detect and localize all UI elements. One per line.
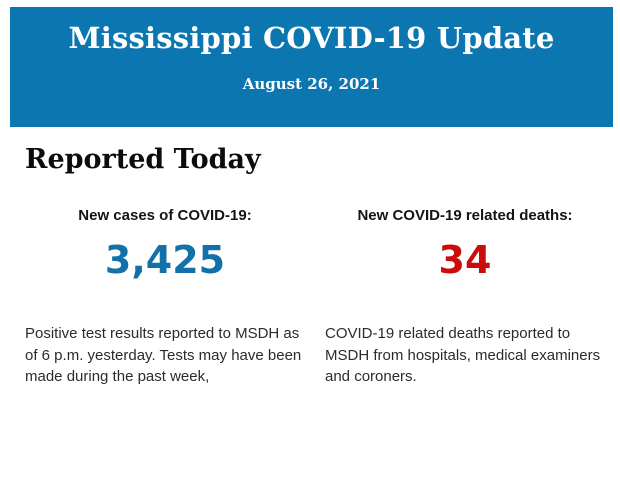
stat-value: 34 bbox=[438, 238, 492, 282]
stats-row: New cases of COVID-19: 3,425 Positive te… bbox=[25, 207, 605, 388]
stat-new-cases: New cases of COVID-19: 3,425 Positive te… bbox=[25, 207, 305, 388]
stat-description: COVID-19 related deaths reported to MSDH… bbox=[325, 325, 601, 385]
newsletter-title: Mississippi COVID-19 Update bbox=[68, 21, 555, 55]
content-area: Reported Today New cases of COVID-19: 3,… bbox=[0, 127, 620, 388]
stat-new-deaths: New COVID-19 related deaths: 34 COVID-19… bbox=[325, 207, 605, 388]
stat-description: Positive test results reported to MSDH a… bbox=[25, 325, 302, 385]
stat-label: New COVID-19 related deaths: bbox=[357, 207, 573, 224]
newsletter-date: August 26, 2021 bbox=[242, 75, 381, 93]
section-heading: Reported Today bbox=[25, 144, 261, 175]
header-banner: Mississippi COVID-19 Update August 26, 2… bbox=[10, 7, 613, 127]
stat-value: 3,425 bbox=[104, 238, 226, 282]
stat-label: New cases of COVID-19: bbox=[78, 207, 252, 224]
